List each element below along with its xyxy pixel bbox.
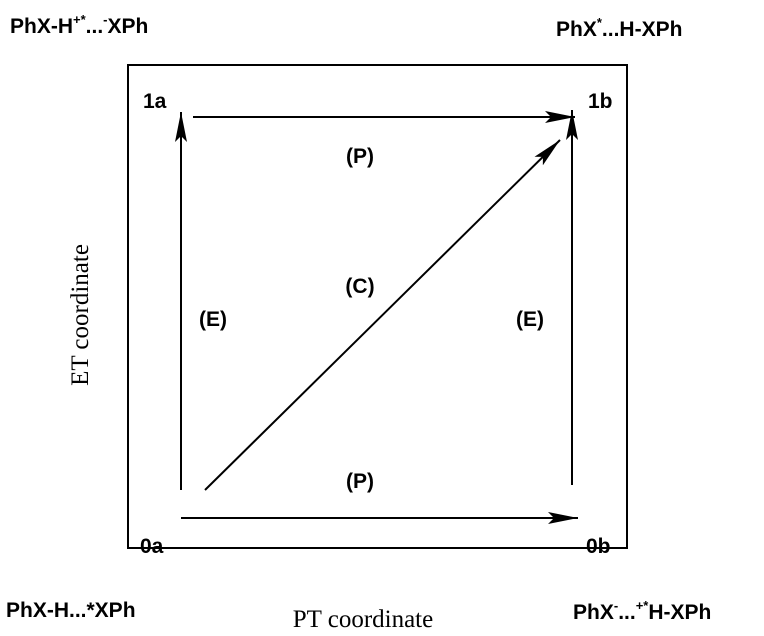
node-label: 1a [143, 90, 167, 113]
text-part: +* [73, 12, 87, 27]
text-part: PhX [556, 18, 597, 41]
corner-label: PhX*...H-XPh [556, 15, 682, 41]
y-axis-label: ET coordinate [67, 244, 94, 386]
node-label: 0b [586, 535, 611, 558]
node-label: 0a [140, 535, 164, 558]
text-part: PhX-H...*XPh [6, 599, 136, 622]
text-part: ... [618, 601, 636, 624]
corner-label: PhX-H+*...-XPh [10, 12, 148, 38]
text-part: XPh [108, 15, 149, 38]
text-part: PhX [573, 601, 614, 624]
frame [127, 64, 628, 549]
arrow-label: (E) [516, 308, 544, 331]
arrow [204, 139, 561, 491]
text-part: +* [636, 598, 650, 613]
arrow-label: (E) [199, 308, 227, 331]
corner-label: PhX-...+*H-XPh [573, 598, 711, 624]
text-part: * [597, 15, 603, 30]
node-label: 1b [588, 90, 613, 113]
corner-label: PhX-H...*XPh [6, 599, 136, 622]
text-part: - [103, 12, 107, 27]
arrow-label: (C) [345, 275, 374, 298]
text-part: PhX-H [10, 15, 73, 38]
text-part: - [614, 598, 618, 613]
arrow-label: (P) [346, 470, 374, 493]
text-part: H-XPh [648, 601, 711, 624]
x-axis-label: PT coordinate [293, 606, 433, 633]
arrow-label: (P) [346, 145, 374, 168]
text-part: ...H-XPh [602, 18, 683, 41]
text-part: ... [86, 15, 104, 38]
